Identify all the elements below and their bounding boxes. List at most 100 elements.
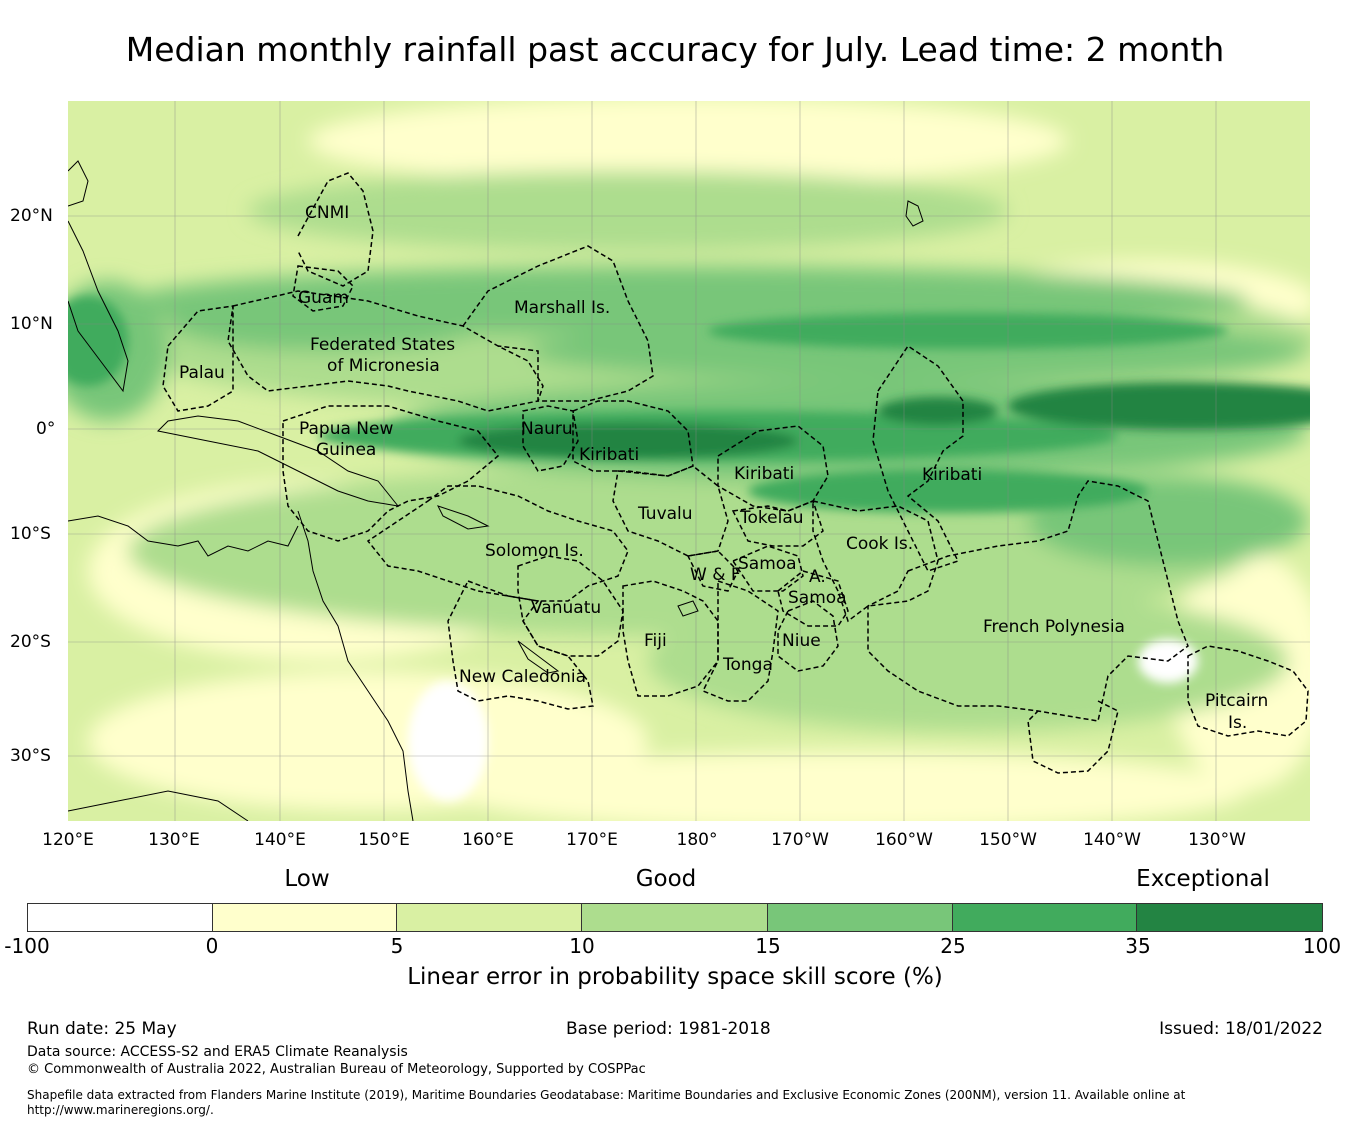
fiji-coast (677, 600, 699, 617)
eez-kiribati-line (872, 344, 964, 572)
very-high-skill-band (748, 469, 1148, 513)
eez-kiribati-gilbert (572, 400, 694, 477)
eez-new-caledonia (447, 580, 594, 710)
base-period: Base period: 1981-2018 (566, 1019, 771, 1039)
label-fsm-1: Federated States (310, 335, 455, 355)
label-am-samoa-1: A. (809, 567, 826, 587)
lat-label: 10°S (10, 524, 51, 544)
lon-label: 150°W (979, 830, 1037, 850)
eez-vanuatu (517, 555, 624, 657)
australia-coast (68, 515, 299, 557)
label-vanuatu: Vanuatu (531, 598, 601, 618)
label-nauru: Nauru (521, 419, 573, 439)
colorbar-tick: 35 (1125, 934, 1151, 958)
philippines-coast (68, 220, 129, 393)
shapefile-url[interactable]: http://www.marineregions.org/. (27, 1103, 214, 1117)
hawaii-coast (905, 200, 924, 227)
lat-label: 30°S (10, 746, 51, 766)
exceptional-skill-band (458, 423, 798, 459)
issued-date: Issued: 18/01/2022 (1159, 1019, 1323, 1039)
eez-niue (777, 600, 839, 672)
run-date: Run date: 25 May (27, 1019, 177, 1039)
colorbar-segment (397, 904, 583, 931)
eez-tonga (701, 579, 779, 702)
label-tuvalu: Tuvalu (637, 504, 693, 524)
lon-label: 160°W (875, 830, 933, 850)
label-png-2: Guinea (316, 440, 376, 460)
eez-png (282, 405, 500, 542)
solomon-coast (437, 505, 490, 530)
lon-label: 170°W (771, 830, 829, 850)
label-samoa: Samoa (738, 554, 797, 574)
data-source: Data source: ACCESS-S2 and ERA5 Climate … (27, 1044, 408, 1060)
eez-french-polynesia-south (1027, 700, 1119, 774)
eez-samoa (731, 545, 804, 592)
colorbar-segment (28, 904, 213, 931)
label-french-polynesia: French Polynesia (983, 617, 1125, 637)
good-skill-band (248, 171, 1008, 251)
label-pitcairn-1: Pitcairn (1205, 691, 1268, 711)
lat-label: 0° (36, 419, 56, 439)
eez-marshall (462, 245, 654, 402)
colorbar-tick: -100 (4, 934, 50, 958)
coastlines (68, 160, 924, 821)
colorbar-tick: 15 (755, 934, 781, 958)
eez-tokelau (731, 500, 824, 547)
eez-wallis-futuna (686, 550, 739, 592)
legend-category-exceptional: Exceptional (1136, 866, 1270, 892)
label-new-caledonia: New Caledonia (459, 667, 586, 687)
colorbar-tick: 10 (569, 934, 595, 958)
label-kiribati-1: Kiribati (579, 445, 639, 465)
eez-kiribati-phoenix (717, 425, 829, 512)
label-palau: Palau (179, 363, 225, 383)
label-cnmi: CNMI (305, 203, 349, 223)
legend-category-low: Low (284, 866, 330, 892)
lon-label: 180° (676, 830, 718, 850)
lon-label: 140°E (254, 830, 306, 850)
exceptional-skill-band (878, 397, 998, 425)
eez-palau (162, 305, 234, 412)
label-pitcairn-2: Is. (1228, 713, 1247, 733)
exceptional-skill-band (1008, 382, 1310, 430)
eez-cnmi (297, 172, 374, 287)
australia-coast (297, 510, 414, 821)
colorbar-segment (212, 904, 398, 931)
lon-label: 170°E (566, 830, 618, 850)
colorbar-tick: 0 (205, 934, 219, 958)
colorbar-segment (952, 904, 1138, 931)
lat-label: 20°S (10, 632, 51, 652)
colorbar-segment (582, 904, 768, 931)
low-skill-area (308, 101, 1068, 186)
nz-australia-south (68, 790, 249, 821)
eez-pitcairn (1187, 645, 1309, 737)
label-am-samoa-2: Samoa (788, 588, 847, 608)
legend-category-good: Good (635, 866, 697, 892)
eez-fiji (622, 580, 719, 697)
lon-label: 130°E (148, 830, 200, 850)
label-fiji: Fiji (644, 631, 667, 651)
label-fsm-2: of Micronesia (327, 356, 440, 376)
label-tonga: Tonga (722, 655, 773, 675)
colorbar (27, 903, 1323, 932)
label-niue: Niue (782, 631, 821, 651)
colorbar-tick: 25 (940, 934, 966, 958)
very-high-skill-band (708, 313, 1228, 349)
shapefile-credit: Shapefile data extracted from Flanders M… (27, 1088, 1186, 1102)
eez-tuvalu (612, 465, 729, 557)
label-marshall: Marshall Is. (514, 298, 610, 318)
lon-label: 140°W (1083, 830, 1141, 850)
label-cook-is: Cook Is. (846, 534, 913, 554)
colorbar-segment (767, 904, 953, 931)
eez-cook-is (812, 500, 939, 623)
label-tokelau: Tokelau (739, 508, 804, 528)
colorbar-tick: 100 (1302, 934, 1342, 958)
eez-boundaries (162, 172, 1309, 774)
label-guam: Guam (298, 288, 349, 308)
lon-label: 120°E (42, 830, 94, 850)
lon-label: 130°W (1188, 830, 1246, 850)
copyright: © Commonwealth of Australia 2022, Austra… (27, 1062, 646, 1077)
new-caledonia-coast (517, 640, 560, 674)
eez-guam (292, 265, 354, 312)
asia-coast (68, 160, 89, 207)
label-solomon: Solomon Is. (485, 541, 584, 561)
